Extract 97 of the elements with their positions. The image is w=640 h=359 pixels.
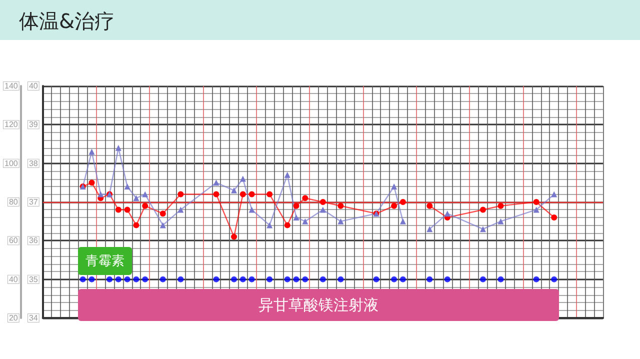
point [231,276,238,282]
point [426,226,433,232]
point [320,206,326,213]
point [480,276,486,282]
point [124,206,130,213]
point [178,206,184,213]
point [142,202,148,209]
point [444,210,450,217]
point [391,276,398,282]
point [213,180,220,186]
y2-tick-label: 60 [8,236,18,246]
point [248,191,255,198]
y-tick-label: 37 [28,198,38,206]
point [551,214,558,220]
label-box: 青霉素 [78,247,132,275]
point [266,191,273,198]
point [248,276,255,282]
chart-title: 体温&治疗 [19,9,115,33]
y-tick-label: 39 [28,120,38,130]
point [373,276,380,282]
point [391,202,398,209]
point [498,218,504,224]
point [213,191,220,198]
point [98,191,104,198]
point [284,172,290,178]
point [88,180,95,186]
point [88,276,95,282]
label-box: 异甘草酸镁注射液 [78,289,560,321]
point [80,276,86,282]
point [320,276,326,282]
point [480,226,486,232]
point [115,276,122,282]
point [302,218,308,224]
y2-tick-label: 40 [8,274,18,284]
point [533,276,540,282]
annotation: 异甘草酸镁注射液 [258,296,378,314]
point [426,202,433,209]
point [400,276,406,282]
y2-tick-label: 80 [8,198,18,206]
point [293,276,300,282]
point [142,191,148,198]
point [133,195,140,202]
point [533,199,540,205]
point [231,187,238,194]
point [248,206,255,213]
point [480,206,486,213]
point [115,144,122,151]
point [293,214,300,220]
y2-tick-label: 20 [8,314,18,322]
y-tick-label: 34 [28,314,38,322]
y2-tick-label: 100 [4,158,18,168]
y2-tick-label: 120 [4,120,18,130]
point [160,210,166,217]
point [133,222,140,228]
point [124,184,130,190]
point [160,222,166,228]
point [88,148,95,155]
point [426,276,433,282]
point [231,234,238,240]
y-tick-label: 38 [28,158,38,168]
y2-tick-label: 140 [4,82,18,90]
point [266,276,273,282]
point [240,276,246,282]
point [115,206,122,213]
point [400,218,406,224]
y-tick-label: 35 [28,274,38,284]
point [551,276,558,282]
point [133,276,140,282]
point [391,184,398,190]
point [240,176,246,182]
point [320,199,326,205]
point [284,276,290,282]
point [106,276,113,282]
point [551,191,558,198]
y-tick-label: 36 [28,236,38,246]
point [284,222,290,228]
point [266,222,273,228]
point [178,276,184,282]
point [498,202,504,209]
point [124,276,130,282]
point [498,276,504,282]
point [142,276,148,282]
point [338,218,344,224]
point [444,276,450,282]
point [178,191,184,198]
point [400,199,406,205]
y-tick-label: 40 [28,82,38,90]
point [302,195,308,202]
point [338,202,344,209]
annotation: 青霉素 [86,253,125,270]
point [240,191,246,198]
point [533,206,540,213]
point [213,276,220,282]
point [302,276,308,282]
point [160,276,166,282]
point [293,202,300,209]
point [338,276,344,282]
